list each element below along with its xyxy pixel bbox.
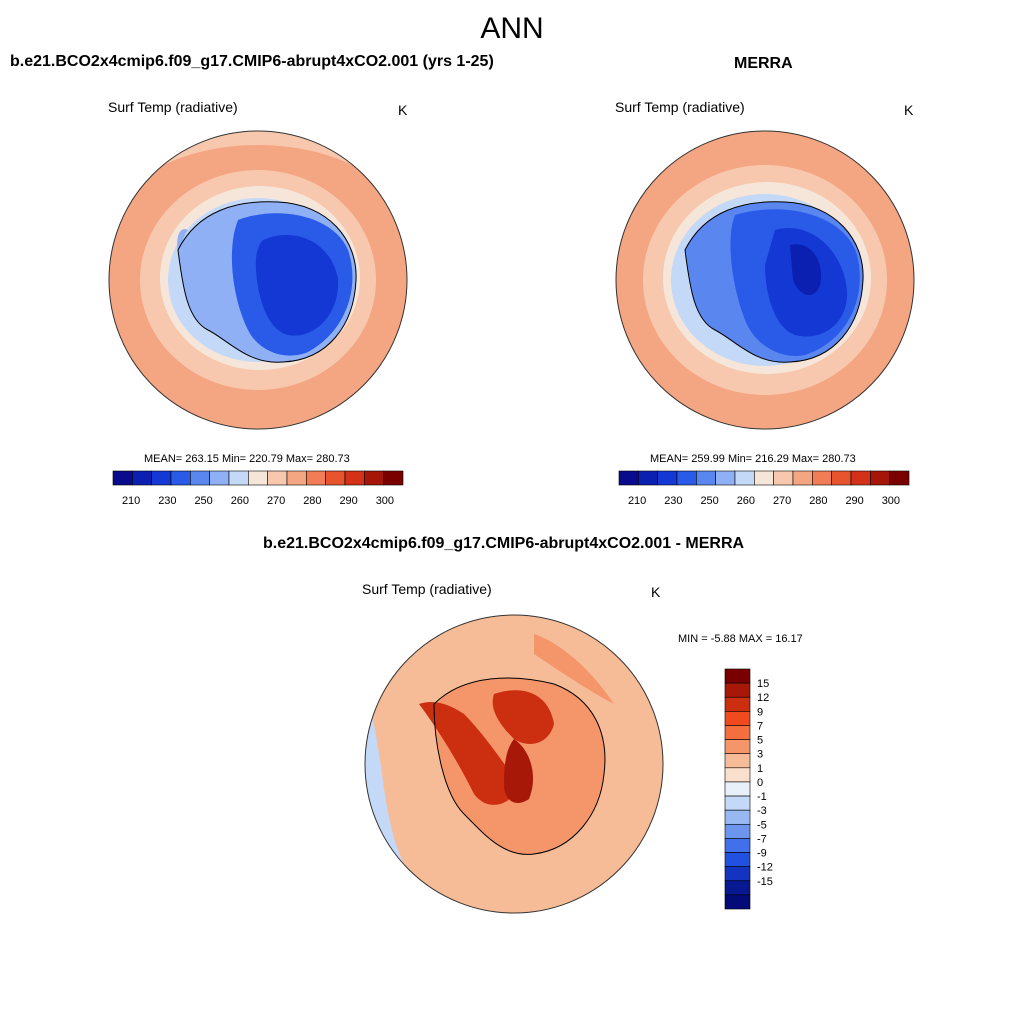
obs-colorbar-tick-label: 210 bbox=[628, 495, 646, 507]
obs-panel-title: MERRA bbox=[734, 55, 793, 72]
model-panel-title: b.e21.BCO2x4cmip6.f09_g17.CMIP6-abrupt4x… bbox=[10, 53, 494, 70]
obs-colorbar-swatch bbox=[696, 470, 716, 486]
diff-colorbar-swatch bbox=[724, 711, 751, 726]
model-colorbar-swatch bbox=[151, 470, 172, 486]
diff-colorbar-tick-label: 5 bbox=[757, 735, 763, 747]
obs-stats: MEAN= 259.99 Min= 216.29 Max= 280.73 bbox=[650, 453, 856, 465]
model-stats: MEAN= 263.15 Min= 220.79 Max= 280.73 bbox=[144, 453, 350, 465]
model-units-label: K bbox=[398, 102, 408, 118]
obs-colorbar-swatch bbox=[618, 470, 639, 486]
model-colorbar-swatch bbox=[170, 470, 191, 486]
obs-colorbar-swatch bbox=[812, 470, 832, 486]
model-colorbar-swatch bbox=[112, 470, 133, 486]
obs-colorbar-swatch bbox=[850, 470, 871, 486]
diff-colorbar-tick-label: 12 bbox=[757, 692, 769, 704]
diff-colorbar-tick-label: 1 bbox=[757, 763, 763, 775]
obs-colorbar-tick-label: 270 bbox=[773, 495, 791, 507]
diff-colorbar-swatch bbox=[724, 739, 751, 755]
model-colorbar-swatch bbox=[383, 470, 404, 486]
diff-units-label: K bbox=[651, 584, 661, 600]
obs-colorbar-swatch bbox=[715, 470, 736, 486]
obs-colorbar-swatch bbox=[638, 470, 658, 486]
model-colorbar-tick-label: 300 bbox=[376, 495, 394, 507]
model-colorbar-tick-label: 210 bbox=[122, 495, 140, 507]
diff-colorbar-swatch bbox=[724, 725, 751, 740]
model-colorbar-swatch bbox=[306, 470, 326, 486]
obs-polar-map bbox=[615, 130, 915, 430]
diff-colorbar-tick-label: 9 bbox=[757, 706, 763, 718]
model-colorbar-swatch bbox=[132, 470, 152, 486]
obs-colorbar-swatch bbox=[792, 470, 813, 486]
model-colorbar-tick-label: 250 bbox=[194, 495, 212, 507]
obs-colorbar-swatch bbox=[889, 470, 910, 486]
diff-colorbar-tick-label: -5 bbox=[757, 819, 767, 831]
diff-variable-label: Surf Temp (radiative) bbox=[362, 581, 492, 597]
obs-colorbar-swatch bbox=[754, 470, 774, 486]
diff-colorbar-swatch bbox=[724, 753, 751, 769]
model-colorbar: 210 230 250 260 270 280 290 300 bbox=[112, 470, 404, 507]
obs-variable-label: Surf Temp (radiative) bbox=[615, 99, 745, 115]
obs-colorbar-tick-label: 260 bbox=[737, 495, 755, 507]
model-colorbar-tick-label: 270 bbox=[267, 495, 285, 507]
obs-colorbar-tick-label: 250 bbox=[700, 495, 718, 507]
diff-colorbar-swatch bbox=[724, 823, 751, 839]
obs-colorbar-tick-label: 290 bbox=[845, 495, 863, 507]
diff-colorbar-swatch bbox=[724, 668, 751, 684]
diff-colorbar-tick-label: -3 bbox=[757, 805, 767, 817]
model-colorbar-swatch bbox=[364, 470, 384, 486]
diff-colorbar-swatch bbox=[724, 866, 751, 882]
obs-colorbar-swatch bbox=[676, 470, 697, 486]
model-colorbar-swatch bbox=[248, 470, 268, 486]
model-variable-label: Surf Temp (radiative) bbox=[108, 99, 238, 115]
diff-colorbar-tick-label: -7 bbox=[757, 833, 767, 845]
model-colorbar-swatch bbox=[190, 470, 210, 486]
obs-colorbar: 210 230 250 260 270 280 290 300 bbox=[618, 470, 910, 507]
model-colorbar-tick-label: 280 bbox=[303, 495, 321, 507]
model-colorbar-tick-label: 260 bbox=[231, 495, 249, 507]
model-colorbar-swatch bbox=[344, 470, 365, 486]
obs-colorbar-swatch bbox=[773, 470, 794, 486]
figure-title: ANN bbox=[480, 12, 544, 45]
diff-colorbar: 15 12 9 7 5 3 1 0 -1 -3 -5 -7 -9 -12 -15 bbox=[724, 668, 773, 910]
obs-colorbar-swatch bbox=[734, 470, 755, 486]
diff-colorbar-tick-label: -9 bbox=[757, 848, 767, 860]
obs-colorbar-tick-label: 230 bbox=[664, 495, 682, 507]
diff-colorbar-swatch bbox=[724, 880, 751, 896]
obs-colorbar-swatch bbox=[831, 470, 852, 486]
diff-colorbar-tick-label: 15 bbox=[757, 678, 769, 690]
diff-colorbar-tick-label: -15 bbox=[757, 876, 773, 888]
obs-colorbar-swatch bbox=[870, 470, 890, 486]
diff-colorbar-swatch bbox=[724, 767, 751, 783]
model-colorbar-swatch bbox=[228, 470, 249, 486]
obs-colorbar-tick-label: 300 bbox=[882, 495, 900, 507]
diff-panel-title: b.e21.BCO2x4cmip6.f09_g17.CMIP6-abrupt4x… bbox=[263, 535, 745, 552]
diff-colorbar-swatch bbox=[724, 682, 751, 698]
diff-stats: MIN = -5.88 MAX = 16.17 bbox=[678, 633, 803, 645]
diff-colorbar-tick-label: 3 bbox=[757, 749, 763, 761]
diff-colorbar-swatch bbox=[724, 795, 751, 811]
diff-colorbar-tick-label: 0 bbox=[757, 777, 763, 789]
model-colorbar-swatch bbox=[267, 470, 288, 486]
diff-colorbar-swatch bbox=[724, 809, 751, 825]
obs-units-label: K bbox=[904, 102, 914, 118]
model-colorbar-swatch bbox=[286, 470, 307, 486]
diff-polar-map bbox=[364, 614, 664, 914]
obs-colorbar-swatch bbox=[657, 470, 678, 486]
obs-colorbar-tick-label: 280 bbox=[809, 495, 827, 507]
diff-colorbar-swatch bbox=[724, 894, 751, 910]
diff-colorbar-swatch bbox=[724, 696, 751, 712]
model-colorbar-swatch bbox=[325, 470, 346, 486]
diff-colorbar-tick-label: -1 bbox=[757, 791, 767, 803]
diff-colorbar-swatch bbox=[724, 838, 751, 853]
model-colorbar-swatch bbox=[209, 470, 230, 486]
diff-colorbar-tick-label: 7 bbox=[757, 720, 763, 732]
diff-colorbar-tick-label: -12 bbox=[757, 862, 773, 874]
diff-colorbar-swatch bbox=[724, 781, 751, 797]
model-colorbar-tick-label: 290 bbox=[339, 495, 357, 507]
model-polar-map bbox=[108, 130, 408, 430]
model-colorbar-tick-label: 230 bbox=[158, 495, 176, 507]
diff-colorbar-swatch bbox=[724, 852, 751, 867]
